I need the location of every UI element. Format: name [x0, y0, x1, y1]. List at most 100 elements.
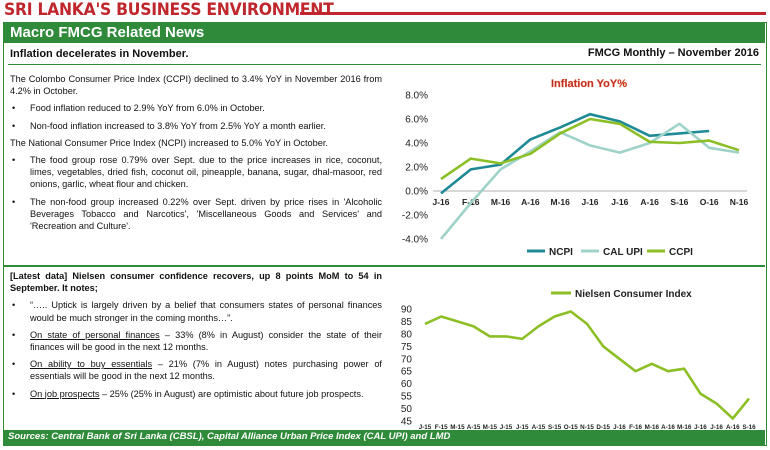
confidence-bullet-4: • On job prospects – 25% (25% in August) …	[10, 388, 382, 400]
bullet-text: – 33% (8% in August) consider the state …	[30, 329, 382, 353]
y-tick-label: 0.0%	[405, 187, 428, 198]
x-tick-label: J-16	[432, 197, 449, 207]
confidence-heading: [Latest data] Nielsen consumer confidenc…	[10, 271, 382, 294]
y-tick-label: 85	[401, 317, 413, 328]
x-tick-label: A-16	[640, 197, 659, 207]
x-tick-label: F-15	[435, 424, 448, 429]
y-tick-label: 50	[401, 404, 413, 415]
bullet-text: Non-food inflation increased to 3.8% YoY…	[30, 120, 326, 131]
inflation-para-1: The Colombo Consumer Price Index (CCPI) …	[10, 74, 382, 97]
bullet-dot: •	[12, 196, 16, 207]
y-tick-label: 8.0%	[405, 91, 428, 102]
x-tick-label: O-16	[700, 197, 719, 207]
legend-label: CAL UPI	[603, 247, 643, 258]
sub-header: Inflation decelerates in November. FMCG …	[4, 43, 765, 65]
x-tick-label: O-15	[564, 424, 578, 429]
y-tick-label: -2.0%	[402, 211, 428, 222]
x-tick-label: S-15	[548, 424, 562, 429]
bullet-link: On state of personal finances	[30, 329, 160, 340]
bullet-dot: •	[12, 120, 16, 131]
bullet-dot: •	[12, 103, 16, 114]
confidence-text: [Latest data] Nielsen consumer confidenc…	[10, 270, 382, 405]
confidence-bullet-3: • On ability to buy essentials – 21% (7% …	[10, 358, 382, 382]
bullet-text: “….. Uptick is largely driven by a belie…	[30, 300, 382, 323]
x-tick-label: N-15	[580, 424, 594, 429]
x-tick-label: S-16	[670, 197, 688, 207]
y-tick-label: 2.0%	[405, 163, 428, 174]
y-tick-label: -4.0%	[402, 235, 428, 246]
legend-label: Nielsen Consumer Index	[575, 289, 692, 300]
bullet-dot: •	[12, 388, 16, 399]
bullet-text: The food group rose 0.79% over Sept. due…	[30, 155, 382, 190]
chart-title: Inflation YoY%	[551, 78, 627, 90]
y-tick-label: 90	[401, 305, 413, 316]
confidence-bullet-1: • “….. Uptick is largely driven by a beli…	[10, 299, 382, 323]
y-tick-label: 70	[401, 354, 413, 365]
bullet-text: – 25% (25% in August) are optimistic abo…	[99, 388, 364, 399]
inflation-para-2: The National Consumer Price Index (NCPI)…	[10, 137, 328, 148]
section-divider	[4, 265, 765, 267]
x-tick-label: A-15	[467, 424, 481, 429]
x-tick-label: J-16	[611, 197, 628, 207]
x-tick-label: J-16	[710, 424, 723, 429]
sub-header-rule	[8, 64, 761, 65]
series-line-nielsen	[424, 310, 751, 420]
y-tick-label: 6.0%	[405, 115, 428, 126]
x-tick-label: D-15	[596, 424, 610, 429]
x-tick-label: J-15	[516, 424, 529, 429]
x-tick-label: M-16	[551, 197, 571, 207]
x-tick-label: J-16	[694, 424, 707, 429]
x-tick-label: J-16	[613, 424, 626, 429]
title-rule	[300, 12, 766, 15]
bullet-text: Food inflation reduced to 2.9% YoY from …	[30, 103, 265, 114]
x-tick-label: A-16	[661, 424, 675, 429]
y-tick-label: 75	[401, 342, 413, 353]
bullet-dot: •	[12, 329, 16, 340]
inflation-bullet-4: • The non-food group increased 0.22% over…	[10, 196, 382, 233]
inflation-heading: Inflation decelerates in November.	[10, 48, 189, 60]
y-tick-label: 65	[401, 367, 413, 378]
x-tick-label: M-16	[677, 424, 692, 429]
x-tick-label: M-16	[645, 424, 660, 429]
confidence-bullet-2: • On state of personal finances – 33% (8%…	[10, 329, 382, 353]
x-tick-label: A-16	[521, 197, 540, 207]
series-line-ccpi	[440, 117, 740, 181]
content-frame: Macro FMCG Related News Inflation decele…	[3, 22, 767, 446]
bullet-text: The non-food group increased 0.22% over …	[30, 196, 382, 232]
x-tick-label: J-15	[500, 424, 513, 429]
bullet-dot: •	[12, 359, 16, 370]
page-title: SRI LANKA'S BUSINESS ENVIRONMENT	[4, 0, 334, 20]
legend-label: CCPI	[669, 247, 693, 258]
x-tick-label: J-16	[581, 197, 598, 207]
y-tick-label: 4.0%	[405, 139, 428, 150]
x-tick-label: M-15	[450, 424, 465, 429]
series-line-cal-upi	[439, 122, 740, 240]
report-label: FMCG Monthly – November 2016	[587, 47, 759, 59]
bullet-dot: •	[12, 300, 16, 311]
inflation-bullet-3: • The food group rose 0.79% over Sept. du…	[10, 154, 382, 191]
y-tick-label: 55	[401, 392, 413, 403]
footer-bar: Sources: Central Bank of Sri Lanka (CBSL…	[4, 430, 765, 445]
bullet-text: – 21% (7% in August) notes purchasing po…	[30, 359, 382, 382]
inflation-text: The Colombo Consumer Price Index (CCPI) …	[10, 73, 382, 237]
inflation-chart: Inflation YoY% -4.0% -2.0% 0.0% 2.0% 4.0% 6.0%…	[402, 78, 749, 258]
sources-note: Sources: Central Bank of Sri Lanka (CBSL…	[8, 431, 451, 442]
y-tick-label: 80	[401, 329, 413, 340]
x-tick-label: M-16	[491, 197, 511, 207]
inflation-bullet-2: • Non-food inflation increased to 3.8% Yo…	[10, 120, 382, 132]
bullet-dot: •	[12, 155, 16, 166]
bullet-link: On ability to buy essentials	[30, 359, 153, 370]
x-tick-label: M-15	[483, 424, 498, 429]
x-tick-label: J-15	[419, 424, 432, 429]
inflation-bullet-1: • Food inflation reduced to 2.9% YoY from…	[10, 102, 382, 114]
x-tick-label: S-16	[742, 424, 756, 429]
x-tick-label: A-15	[532, 424, 546, 429]
legend-label: NCPI	[549, 247, 573, 258]
x-tick-label: N-16	[730, 197, 749, 207]
y-tick-label: 60	[401, 379, 413, 390]
x-tick-label: A-16	[726, 424, 740, 429]
section-title: Macro FMCG Related News	[10, 24, 205, 41]
header-bar: Macro FMCG Related News	[4, 23, 765, 43]
x-tick-label: F-16	[629, 424, 642, 429]
